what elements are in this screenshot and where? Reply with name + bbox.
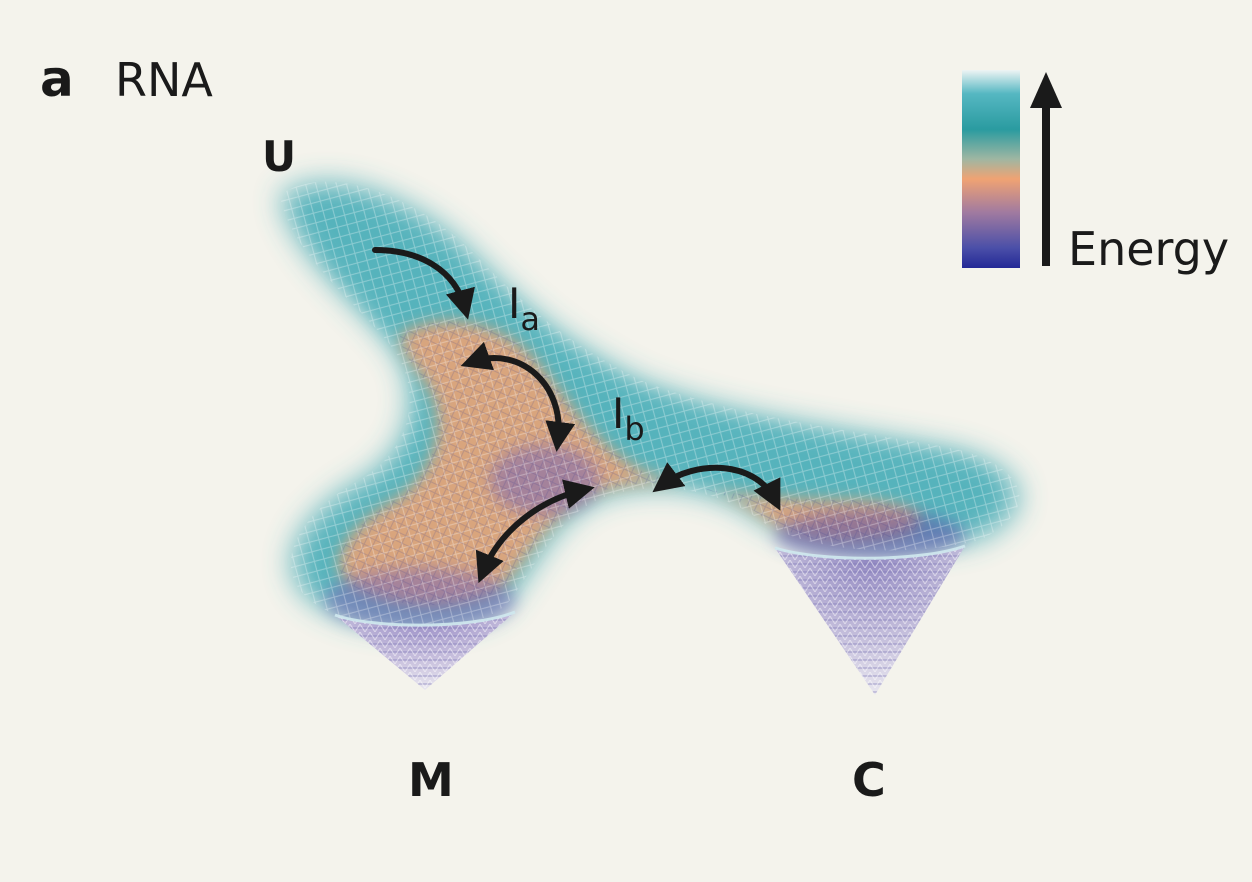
energy-color-bar xyxy=(962,70,1020,268)
panel-title: RNA xyxy=(115,53,213,107)
state-label-u: U xyxy=(262,132,296,181)
state-label-ib: Ib xyxy=(612,389,645,448)
panel-letter: a xyxy=(40,50,74,108)
transition-arrows xyxy=(372,247,781,584)
energy-legend: Energy xyxy=(962,70,1229,276)
state-label-ib-main: I xyxy=(612,389,624,438)
state-label-ia: Ia xyxy=(508,279,540,338)
state-labels: U Ia Ib M C xyxy=(262,132,886,807)
arrow-ib-to-m xyxy=(475,479,595,584)
arrow-ib-to-c xyxy=(652,462,781,511)
arrow-u-to-ia xyxy=(372,247,475,320)
state-label-ib-sub: b xyxy=(624,410,644,448)
state-label-ia-main: I xyxy=(508,279,520,328)
state-label-c: C xyxy=(852,753,886,807)
energy-arrow-head-icon xyxy=(1030,72,1062,108)
state-label-ia-sub: a xyxy=(520,300,540,338)
arrow-ia-to-ib xyxy=(460,341,576,452)
panel-heading: a RNA xyxy=(40,50,213,108)
energy-landscape xyxy=(280,181,1020,695)
energy-label: Energy xyxy=(1068,222,1229,276)
state-label-m: M xyxy=(408,753,454,807)
